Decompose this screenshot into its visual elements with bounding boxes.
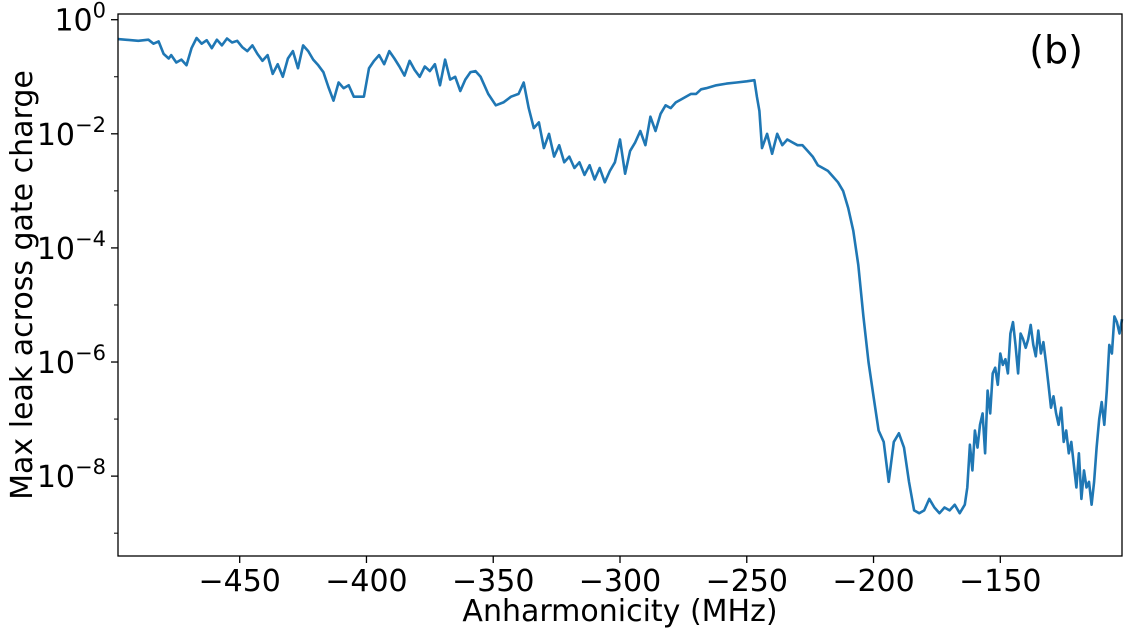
y-tick-label: 100 — [54, 0, 106, 39]
x-tick-label: −300 — [579, 564, 661, 599]
x-axis-label: Anharmonicity (MHz) — [462, 594, 777, 629]
panel-label: (b) — [1029, 28, 1083, 72]
y-tick-label: 10−8 — [37, 455, 106, 495]
y-axis-label: Max leak across gate charge — [5, 70, 40, 500]
x-tick-label: −200 — [832, 564, 914, 599]
x-tick-label: −350 — [452, 564, 534, 599]
plot-frame — [117, 13, 1123, 557]
x-tick-label: −400 — [325, 564, 407, 599]
y-tick-label: 10−4 — [37, 227, 106, 267]
y-axis-ticks: 100 10−2 10−4 10−6 10−8 — [37, 0, 118, 534]
x-tick-label: −450 — [198, 564, 280, 599]
plot-layer — [117, 36, 1124, 515]
x-tick-label: −150 — [959, 564, 1041, 599]
y-tick-label: 10−2 — [37, 113, 106, 153]
x-tick-label: −250 — [706, 564, 788, 599]
x-axis-ticks: −450 −400 −350 −300 −250 −200 −150 — [198, 556, 1042, 599]
series-line — [117, 36, 1124, 515]
y-tick-label: 10−6 — [37, 341, 106, 381]
